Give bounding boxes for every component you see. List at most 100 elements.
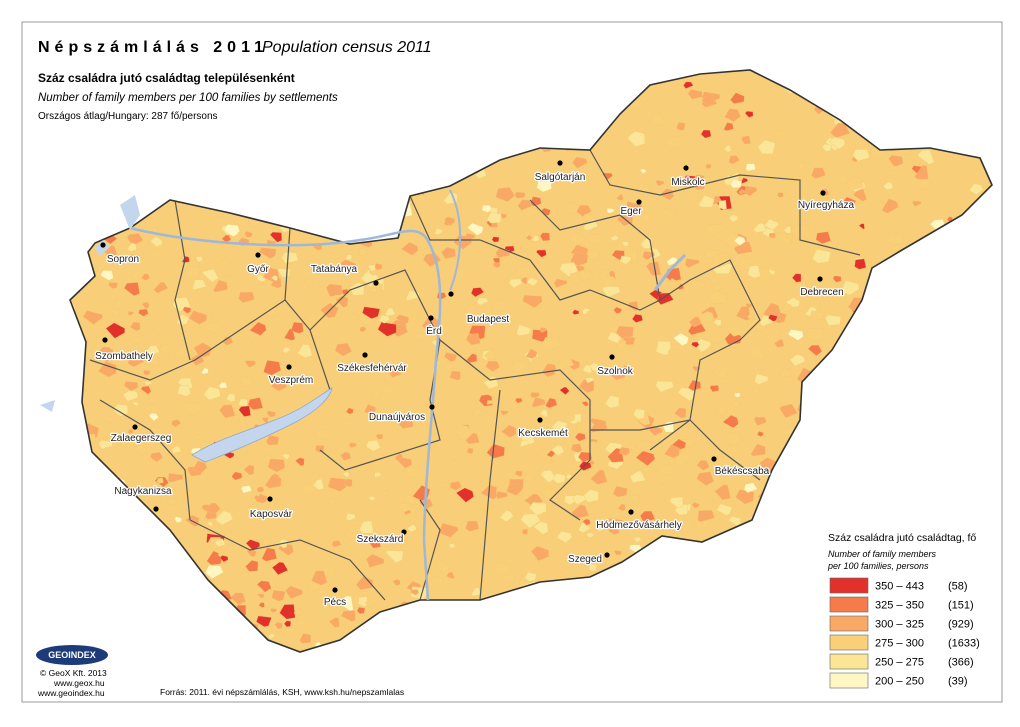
settlement <box>700 129 712 139</box>
legend-swatch <box>829 596 869 613</box>
settlement <box>258 602 265 608</box>
settlement <box>486 443 505 459</box>
county-border <box>589 149 861 256</box>
settlement <box>502 574 515 584</box>
legend: 350 – 443 (58) 325 – 350 (151) 300 – 325 (929… <box>829 577 980 689</box>
settlement <box>226 393 236 403</box>
settlement <box>704 248 720 260</box>
settlement <box>685 188 700 203</box>
settlement <box>148 413 159 422</box>
settlement <box>655 180 665 187</box>
settlement <box>398 502 412 513</box>
settlement <box>449 370 461 381</box>
settlement <box>582 518 591 526</box>
settlement <box>508 278 523 289</box>
settlement <box>335 295 348 308</box>
settlement <box>642 466 653 475</box>
settlement <box>587 249 601 261</box>
settlement <box>572 309 580 315</box>
settlement <box>734 392 741 398</box>
cities: Sopron Győr Tatabánya Salgótarján Miskolc Ege… <box>94 160 856 609</box>
settlement <box>774 339 785 348</box>
settlement <box>492 262 501 269</box>
settlement <box>540 379 547 385</box>
settlement <box>369 389 381 399</box>
settlement <box>237 230 245 237</box>
settlement <box>602 275 618 288</box>
settlement <box>829 136 846 150</box>
settlement <box>441 482 448 489</box>
settlement <box>255 265 267 274</box>
settlement <box>358 557 367 565</box>
settlement <box>531 235 540 242</box>
settlement <box>466 353 478 363</box>
settlement <box>359 520 374 534</box>
settlement <box>474 507 485 516</box>
settlement <box>669 496 684 509</box>
settlement <box>345 513 356 521</box>
settlement <box>735 306 751 321</box>
settlement <box>214 538 226 548</box>
settlement <box>398 457 413 469</box>
settlement <box>363 404 376 415</box>
settlement <box>724 108 741 122</box>
settlement <box>623 336 636 345</box>
settlement <box>318 565 336 580</box>
settlement <box>768 314 778 322</box>
settlement <box>780 303 793 313</box>
settlement <box>715 405 727 416</box>
city-dot <box>332 587 338 593</box>
city-dot <box>448 291 454 297</box>
settlement <box>747 345 766 361</box>
settlement <box>792 273 802 283</box>
settlement <box>529 502 547 516</box>
settlement <box>586 532 594 539</box>
settlement <box>541 511 548 518</box>
settlement <box>633 408 646 420</box>
settlement <box>127 311 134 316</box>
settlement <box>343 478 353 488</box>
settlement <box>441 247 456 259</box>
legend-range: 275 – 300 <box>875 638 924 650</box>
settlement <box>392 579 401 586</box>
settlement <box>852 149 870 162</box>
settlement <box>712 252 733 268</box>
settlement <box>574 432 586 442</box>
copyright: © GeoX Kft. 2013 <box>40 668 107 678</box>
settlement <box>267 458 286 473</box>
settlement <box>529 322 536 327</box>
settlement <box>358 247 368 256</box>
settlement <box>374 263 383 271</box>
settlement <box>582 489 599 503</box>
settlement <box>571 504 589 519</box>
settlement <box>655 380 674 393</box>
settlement <box>740 177 749 184</box>
legend-title: Száz családra jutó családtag, fő <box>828 532 976 544</box>
settlement <box>881 198 899 214</box>
settlement <box>147 345 160 356</box>
settlement <box>912 201 922 207</box>
settlement <box>691 341 700 348</box>
city-dot <box>429 404 435 410</box>
settlement <box>743 482 758 493</box>
settlement <box>490 299 507 313</box>
settlement <box>506 483 523 496</box>
settlement <box>568 272 582 285</box>
settlement <box>205 565 224 579</box>
city-dot <box>255 252 261 258</box>
settlement <box>138 308 149 317</box>
settlement <box>514 470 523 477</box>
subtitle-hungarian: Száz családra jutó családtag településen… <box>38 71 295 85</box>
city-label: Hódmezővásárhely <box>596 520 682 531</box>
settlement <box>590 469 608 485</box>
settlement <box>830 122 850 139</box>
settlement <box>368 537 381 549</box>
settlement <box>304 278 314 287</box>
settlement <box>530 392 540 399</box>
city-label: Debrecen <box>800 287 843 298</box>
settlement <box>917 149 935 165</box>
settlement <box>223 224 241 237</box>
legend-range: 325 – 350 <box>875 600 924 612</box>
settlement <box>618 447 630 456</box>
